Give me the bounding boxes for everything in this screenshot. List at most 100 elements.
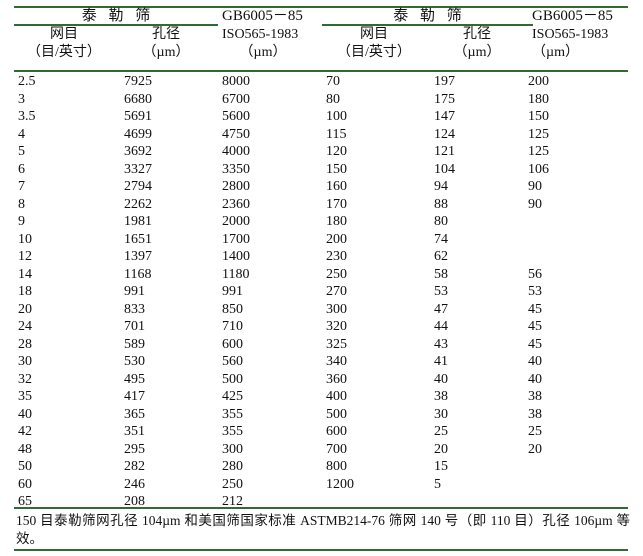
cell-mesh-left: 7	[18, 179, 25, 194]
cell-iso-left: 710	[222, 319, 243, 334]
group-header-tayler-left: 泰 勒 筛	[81, 8, 155, 24]
cell-mesh-left: 12	[18, 249, 32, 264]
cell-iso-right: 200	[528, 74, 549, 89]
cell-iso-right: 56	[528, 266, 542, 282]
table-row: 6 3327 3350 150 104 106	[0, 161, 643, 179]
column-header-iso-left-line1: ISO565-1983	[222, 27, 299, 42]
cell-mesh-right: 360	[326, 371, 347, 387]
cell-aperture-left: 6680	[124, 91, 152, 107]
cell-iso-left: 300	[222, 441, 243, 457]
table-row: 2.5 7925 8000 70 197 200	[0, 73, 643, 91]
column-header-mesh-right: 网目 （目/英寸）	[322, 26, 426, 62]
cell-mesh-right: 70	[326, 74, 340, 89]
cell-mesh-left: 48	[18, 441, 32, 457]
cell-aperture-right: 121	[434, 144, 455, 159]
cell-aperture-right: 20	[434, 441, 448, 457]
table-header: 泰 勒 筛 GB6005－85 泰 勒 筛 GB6005－85 网目 （目/英寸…	[0, 8, 643, 70]
table-row: 42 351 355 600 25 25	[0, 423, 643, 441]
cell-mesh-right: 340	[326, 354, 347, 369]
cell-mesh-left: 5	[18, 144, 25, 159]
cell-mesh-left: 65	[18, 494, 32, 509]
table-row: 32 495 500 360 40 40	[0, 371, 643, 389]
cell-aperture-left: 833	[124, 301, 145, 317]
table-row: 28 589 600 325 43 45	[0, 336, 643, 354]
cell-iso-left: 1180	[222, 266, 250, 282]
cell-iso-left: 4000	[222, 144, 250, 159]
cell-mesh-right: 115	[326, 126, 347, 142]
column-header-iso-right-line2: （µm）	[532, 45, 579, 60]
table-row: 14 1168 1180 250 58 56	[0, 266, 643, 284]
cell-aperture-right: 41	[434, 354, 448, 369]
table-row: 30 530 560 340 41 40	[0, 353, 643, 371]
cell-aperture-right: 62	[434, 249, 448, 264]
cell-iso-left: 3350	[222, 161, 250, 177]
group-header-tayler-right: 泰 勒 筛	[393, 8, 466, 24]
cell-mesh-right: 800	[326, 459, 347, 474]
cell-mesh-left: 20	[18, 301, 32, 317]
cell-mesh-right: 400	[326, 389, 347, 404]
cell-aperture-right: 15	[434, 459, 448, 474]
cell-iso-left: 250	[222, 476, 243, 492]
cell-iso-left: 850	[222, 301, 243, 317]
cell-iso-left: 8000	[222, 74, 250, 89]
cell-mesh-right: 600	[326, 424, 347, 439]
column-header-mesh-right-line2: （目/英寸）	[337, 45, 411, 60]
cell-aperture-left: 246	[124, 476, 145, 492]
cell-mesh-right: 325	[326, 336, 347, 352]
group-underline-left	[14, 24, 218, 26]
cell-iso-right: 20	[528, 441, 542, 457]
cell-aperture-right: 197	[434, 74, 455, 89]
cell-iso-left: 5600	[222, 109, 250, 124]
cell-aperture-left: 365	[124, 406, 145, 422]
cell-mesh-right: 320	[326, 319, 347, 334]
table-row: 40 365 355 500 30 38	[0, 406, 643, 424]
cell-aperture-right: 43	[434, 336, 448, 352]
cell-mesh-right: 1200	[326, 476, 354, 492]
group-underline-right	[322, 24, 533, 26]
cell-iso-left: 560	[222, 354, 243, 369]
cell-mesh-left: 9	[18, 214, 25, 229]
cell-aperture-right: 25	[434, 424, 448, 439]
cell-mesh-left: 50	[18, 459, 32, 474]
body-bottom-rule	[14, 507, 628, 509]
cell-iso-left: 2800	[222, 179, 250, 194]
cell-aperture-left: 1651	[124, 231, 152, 247]
table-row: 60 246 250 1200 5	[0, 476, 643, 494]
group-header-gb-left: GB6005－85	[222, 8, 303, 24]
cell-iso-right: 90	[528, 179, 542, 194]
cell-iso-left: 4750	[222, 126, 250, 142]
cell-mesh-left: 6	[18, 161, 25, 177]
cell-iso-right: 150	[528, 109, 549, 124]
cell-aperture-left: 2794	[124, 179, 152, 194]
header-bottom-rule	[14, 70, 628, 72]
cell-aperture-left: 7925	[124, 74, 152, 89]
cell-mesh-left: 2.5	[18, 74, 36, 89]
cell-aperture-right: 44	[434, 319, 448, 334]
cell-iso-right: 40	[528, 371, 542, 387]
cell-aperture-right: 38	[434, 389, 448, 404]
column-header-iso-left: ISO565-1983 （µm）	[218, 26, 322, 62]
cell-iso-left: 2000	[222, 214, 250, 229]
column-header-mesh-left-line1: 网目	[50, 27, 78, 42]
cell-mesh-left: 4	[18, 126, 25, 142]
cell-iso-right: 125	[528, 126, 549, 142]
cell-mesh-right: 500	[326, 406, 347, 422]
column-header-mesh-right-line1: 网目	[360, 27, 388, 42]
cell-aperture-right: 124	[434, 126, 455, 142]
cell-mesh-left: 3	[18, 91, 25, 107]
cell-aperture-right: 5	[434, 476, 441, 492]
cell-mesh-left: 3.5	[18, 109, 36, 124]
cell-aperture-right: 74	[434, 231, 448, 247]
cell-iso-left: 355	[222, 424, 243, 439]
cell-aperture-right: 47	[434, 301, 448, 317]
table-top-rule	[14, 6, 628, 8]
table-row: 8 2262 2360 170 88 90	[0, 196, 643, 214]
cell-mesh-right: 300	[326, 301, 347, 317]
cell-mesh-right: 170	[326, 196, 347, 212]
column-header-mesh-left-line2: （目/英寸）	[27, 45, 101, 60]
cell-iso-left: 1400	[222, 249, 250, 264]
column-header-aperture-left-line2: （µm）	[142, 45, 190, 60]
cell-iso-right: 45	[528, 336, 542, 352]
cell-aperture-left: 1397	[124, 249, 152, 264]
cell-mesh-left: 30	[18, 354, 32, 369]
